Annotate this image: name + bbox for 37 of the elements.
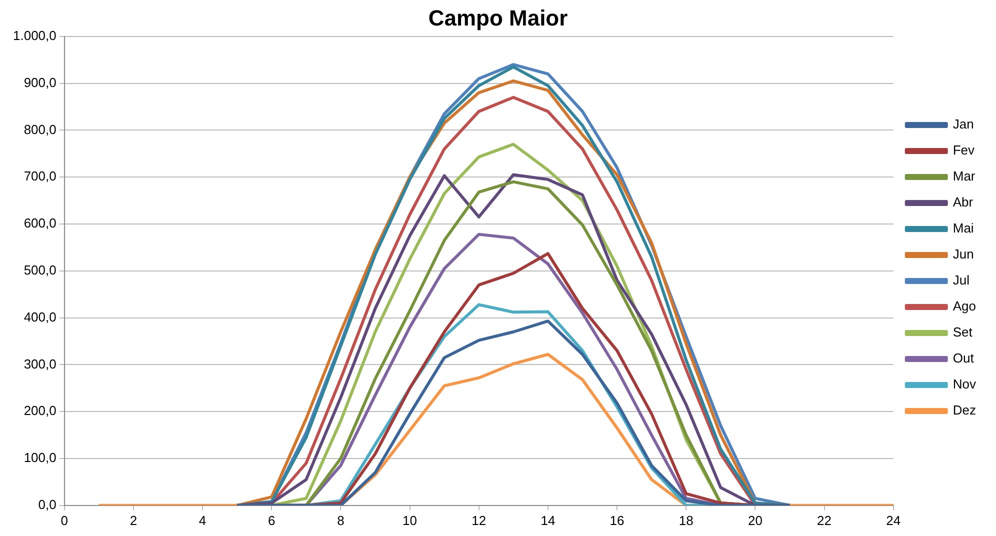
y-tick-label: 700,0 <box>24 168 56 184</box>
y-tick-label: 500,0 <box>24 262 56 278</box>
x-tick-label: 10 <box>402 512 418 528</box>
x-tick-label: 18 <box>678 512 694 528</box>
x-tick-label: 6 <box>268 512 276 528</box>
x-tick-label: 8 <box>337 512 344 528</box>
x-tick-label: 24 <box>886 512 901 528</box>
x-tick-label: 12 <box>472 512 486 528</box>
y-tick-label: 800,0 <box>24 122 56 137</box>
legend-label: Mar <box>952 168 976 184</box>
legend-label: Fev <box>952 142 976 158</box>
legend-label: Jul <box>952 272 970 288</box>
y-tick-label: 600,0 <box>24 216 56 231</box>
x-tick-label: 2 <box>130 512 138 528</box>
y-tick-label: 400,0 <box>24 309 56 324</box>
legend-label: Abr <box>952 194 974 210</box>
legend-label: Ago <box>952 298 976 314</box>
y-tick-label: 300,0 <box>24 356 56 372</box>
y-tick-label: 0,0 <box>38 496 56 512</box>
x-tick-label: 22 <box>817 512 832 528</box>
x-tick-label: 20 <box>748 512 762 528</box>
y-tick-label: 1.000,0 <box>13 28 56 43</box>
y-tick-label: 100,0 <box>24 450 56 466</box>
legend-label: Out <box>952 350 974 366</box>
x-tick-label: 16 <box>610 512 624 528</box>
y-tick-label: 900,0 <box>24 74 56 90</box>
legend-label: Mai <box>952 220 974 236</box>
x-tick-label: 4 <box>198 512 206 528</box>
legend-label: Jan <box>952 116 974 132</box>
legend-label: Jun <box>952 246 974 262</box>
y-tick-label: 200,0 <box>24 403 56 418</box>
legend-label: Nov <box>952 376 976 392</box>
x-tick-label: 14 <box>540 512 556 528</box>
x-tick-label: 0 <box>60 512 68 528</box>
legend-label: Set <box>952 324 973 340</box>
legend-label: Dez <box>952 402 976 418</box>
chart-title: Campo Maior <box>428 5 568 30</box>
